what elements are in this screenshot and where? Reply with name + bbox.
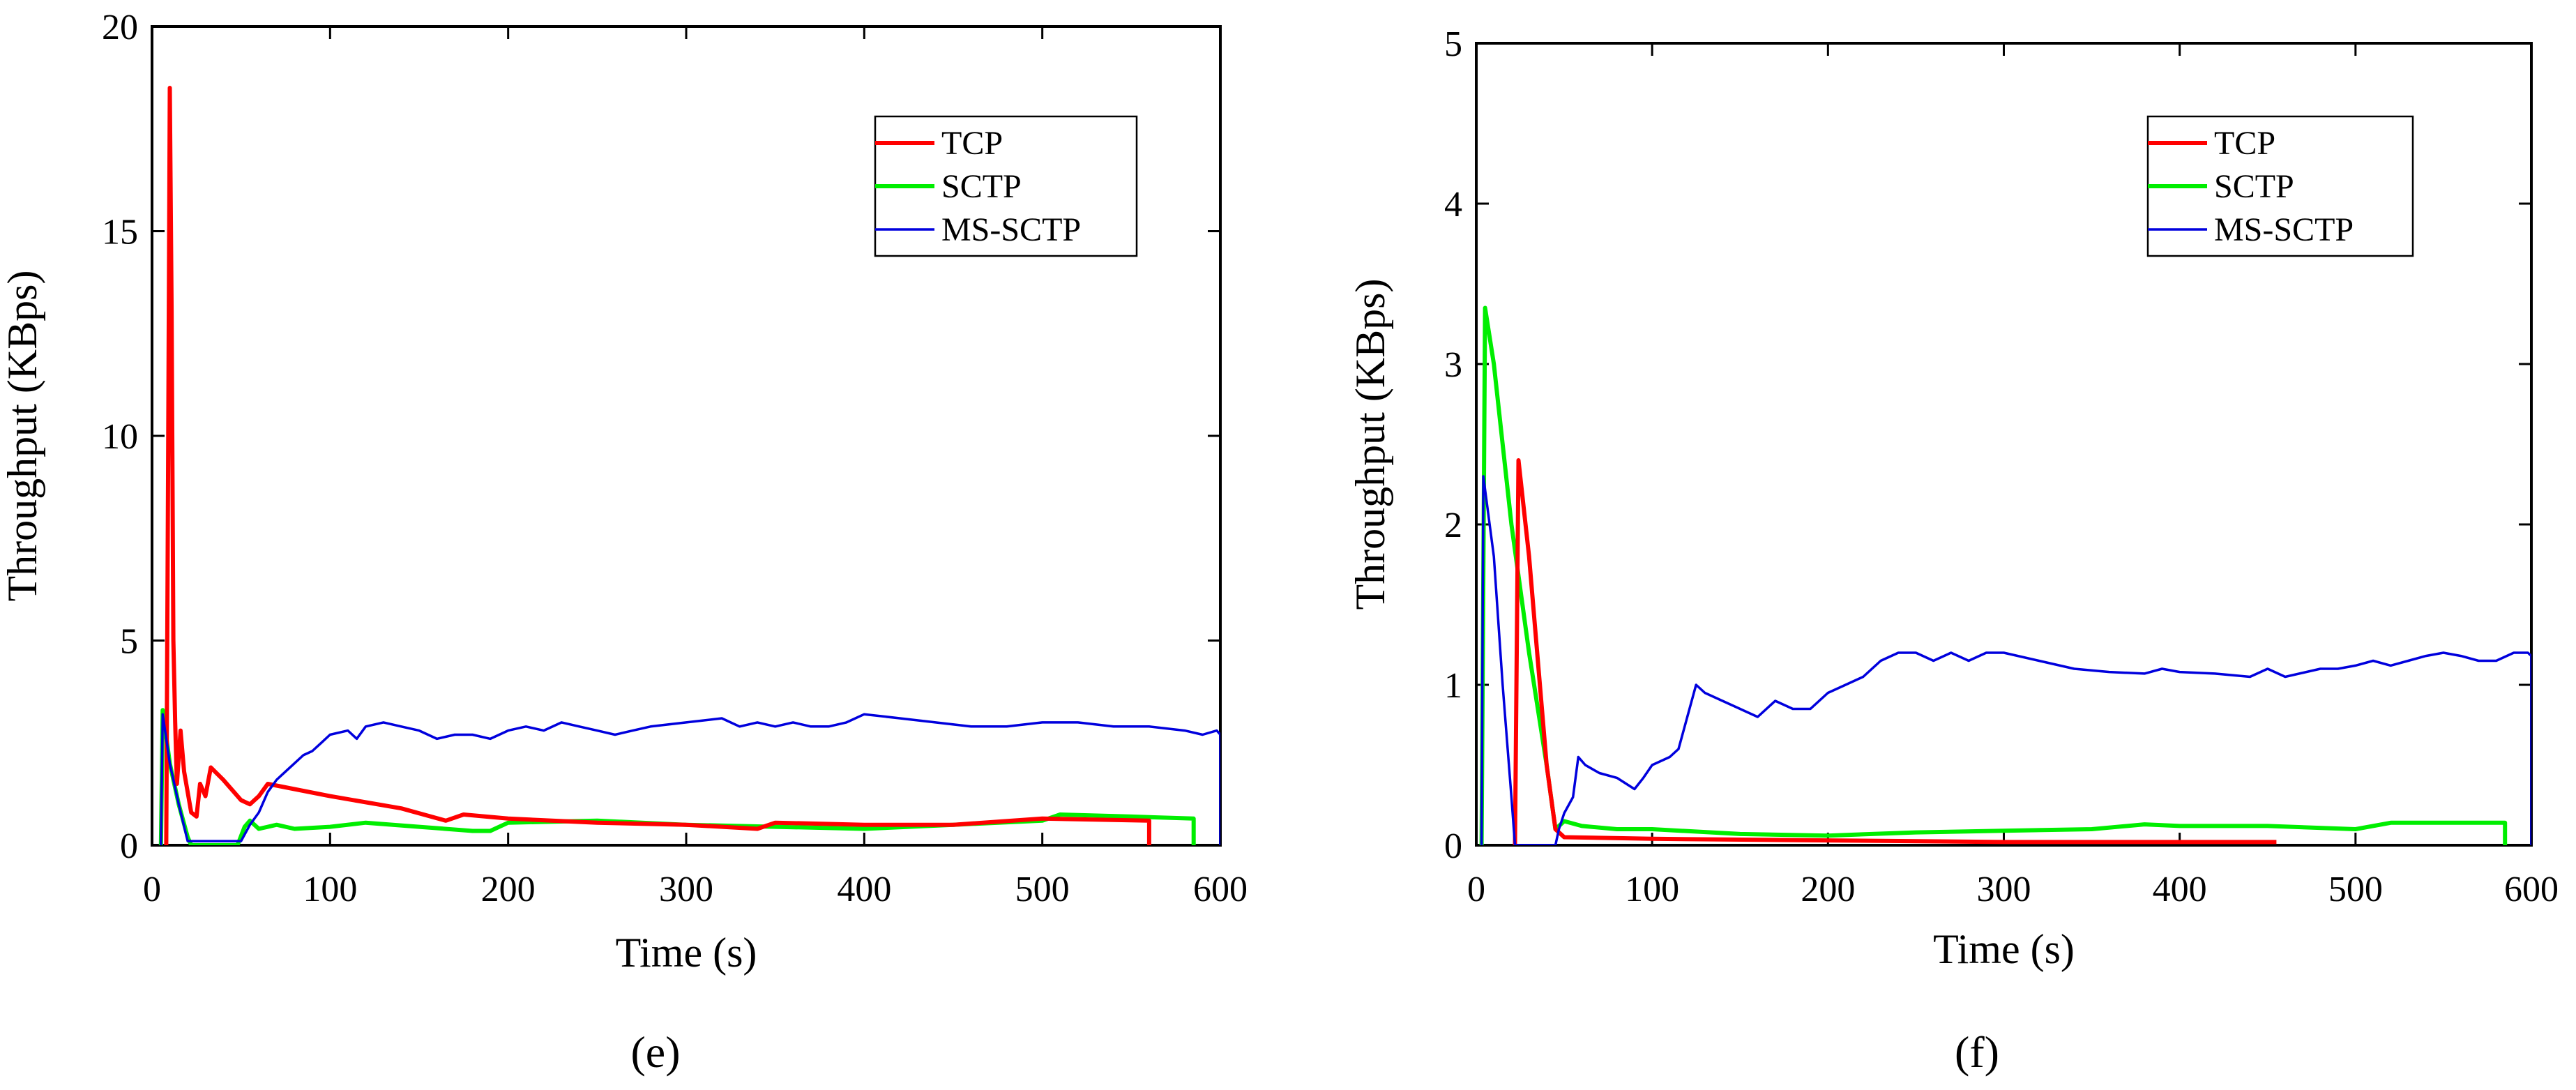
chart1-series-tcp-line <box>1513 458 2277 845</box>
chart1-ytick-label-2: 2 <box>1444 506 1462 545</box>
chart0-xtick-label-1: 100 <box>303 870 357 909</box>
chart1-xtick-label-0: 0 <box>1467 870 1485 909</box>
chart1-xtick-label-1: 100 <box>1625 870 1679 909</box>
chart1-series-sctp-line <box>1479 305 2508 845</box>
chart-f: 0 100 200 300 400 500 600 0 1 2 3 4 5 Time (s) Through… <box>1347 24 2559 1077</box>
chart0-xtick-label-6: 600 <box>1193 870 1248 909</box>
chart0-xtick-label-0: 0 <box>143 870 161 909</box>
chart1-legend-label-sctp: SCTP <box>2214 168 2294 205</box>
chart0-xtick-label-3: 300 <box>659 870 713 909</box>
chart1-ytick-label-3: 3 <box>1444 345 1462 385</box>
chart0-xtick-label-4: 400 <box>837 870 891 909</box>
chart1-ylabel: Throughput (KBps) <box>1347 279 1393 610</box>
chart0-ytick-label-1: 5 <box>120 622 138 662</box>
chart0-legend-label-ms-sctp: MS-SCTP <box>941 211 1081 248</box>
chart0-legend-label-sctp: SCTP <box>941 168 1022 205</box>
chart1-ytick-label-4: 4 <box>1444 185 1462 225</box>
chart1-xtick-label-3: 300 <box>1977 870 2031 909</box>
chart1-xlabel: Time (s) <box>1933 926 2075 972</box>
chart1-ytick-label-0: 0 <box>1444 826 1462 866</box>
chart0-caption: (e) <box>630 1027 680 1077</box>
chart0-series-tcp-line <box>164 86 1151 845</box>
chart1-xtick-label-6: 600 <box>2504 870 2559 909</box>
chart0-xtick-label-2: 200 <box>481 870 536 909</box>
chart1-legend-label-ms-sctp: MS-SCTP <box>2214 211 2354 248</box>
chart0-series-ms-sctp-line <box>160 713 1220 845</box>
chart0-ytick-label-4: 20 <box>102 8 138 47</box>
chart1-legend-label-tcp: TCP <box>2214 125 2275 162</box>
chart-e: 0 100 200 300 400 500 600 0 5 10 15 20 Time (s) Throu… <box>0 8 1248 1077</box>
chart0-ytick-label-2: 10 <box>102 417 138 457</box>
chart0-xlabel: Time (s) <box>616 930 757 976</box>
chart0-ylabel: Throughput (KBps) <box>0 271 45 602</box>
chart1-xtick-label-5: 500 <box>2328 870 2383 909</box>
chart0-legend-label-tcp: TCP <box>941 125 1003 162</box>
chart0-ytick-label-3: 15 <box>102 213 138 252</box>
chart1-ytick-label-5: 5 <box>1444 24 1462 64</box>
chart1-series-ms-sctp-line <box>1480 475 2531 845</box>
chart1-caption: (f) <box>1955 1027 1999 1077</box>
chart1-xtick-label-2: 200 <box>1801 870 1855 909</box>
chart1-xtick-label-4: 400 <box>2153 870 2207 909</box>
chart1-ytick-label-1: 1 <box>1444 666 1462 706</box>
chart0-xtick-label-5: 500 <box>1015 870 1070 909</box>
chart0-ytick-label-0: 0 <box>120 826 138 866</box>
